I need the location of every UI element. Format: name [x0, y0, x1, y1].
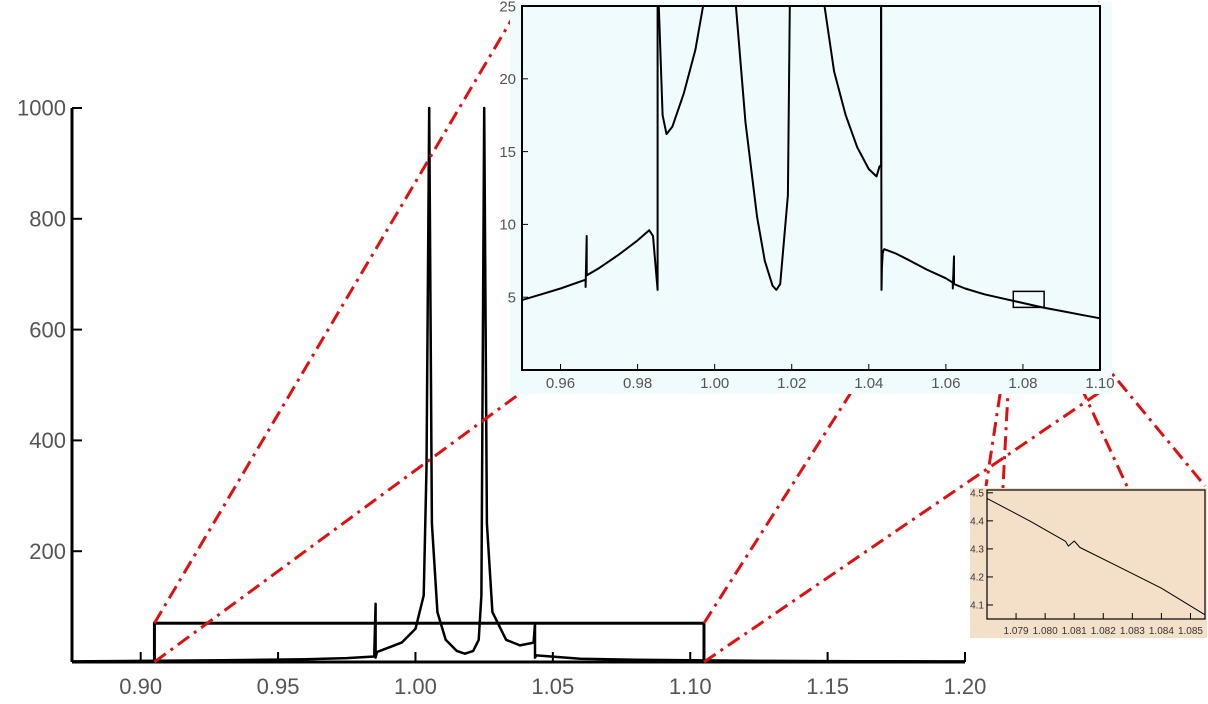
x-tick-label: 0.95	[257, 674, 300, 699]
x-tick-label: 1.15	[806, 674, 849, 699]
x-tick-label: 1.10	[1085, 375, 1114, 392]
x-tick-label: 1.02	[777, 375, 806, 392]
x-tick-label: 1.081	[1062, 626, 1087, 637]
x-tick-label: 1.083	[1120, 626, 1145, 637]
y-tick-label: 4.3	[970, 544, 984, 555]
y-tick-label: 5	[508, 289, 516, 306]
inset-2-axes	[986, 489, 1206, 620]
x-tick-label: 1.06	[931, 375, 960, 392]
x-tick-label: 1.00	[394, 674, 437, 699]
y-tick-label: 25	[499, 0, 516, 15]
y-tick-label: 1000	[17, 96, 66, 121]
x-tick-label: 1.080	[1033, 626, 1058, 637]
inset-1-chart: 0.96 0.98 1.00 1.02 1.04 1.06 1.08 1.10 5 10 15 20 2…	[499, 0, 1115, 394]
zoom-connector-line	[153, 390, 523, 664]
inset-2-series	[986, 497, 1206, 616]
x-tick-label: 1.082	[1091, 626, 1116, 637]
y-tick-label: 600	[29, 317, 66, 342]
y-tick-label: 4.2	[970, 572, 984, 583]
y-tick-label: 400	[29, 428, 66, 453]
inset-1-background	[510, 2, 1112, 394]
x-tick-label: 1.085	[1178, 626, 1203, 637]
y-tick-label: 4.4	[970, 516, 984, 527]
zoom-connector-line	[153, 1, 524, 624]
y-tick-label: 4.1	[970, 600, 984, 611]
inset-1-ticks: 0.96 0.98 1.00 1.02 1.04 1.06 1.08 1.10 5 10 15 20 2…	[499, 0, 1114, 392]
main-ticks: 0.90 0.95 1.00 1.05 1.10 1.15 1.20 200 400 600 800…	[17, 96, 986, 699]
x-tick-label: 1.00	[700, 375, 729, 392]
inset-1-series	[521, 5, 1101, 320]
y-tick-label: 800	[29, 207, 66, 232]
x-tick-label: 1.08	[1008, 375, 1037, 392]
inset-1-axes	[521, 5, 1101, 371]
y-tick-label: 4.5	[970, 488, 984, 499]
series-line-4	[880, 5, 1101, 320]
x-tick-label: 1.20	[944, 674, 987, 699]
x-tick-label: 0.96	[546, 375, 575, 392]
series-line-0	[521, 5, 659, 302]
y-tick-label: 200	[29, 539, 66, 564]
y-tick-label: 20	[499, 71, 516, 88]
plot-frame	[521, 5, 1101, 371]
inset-2-background	[970, 488, 1207, 638]
y-tick-label: 15	[499, 144, 516, 161]
main-zoom-box	[152, 621, 706, 664]
x-tick-label: 1.04	[854, 375, 883, 392]
inset-2-ticks: 1.079 1.080 1.081 1.082 1.083 1.084 1.085 4.1 4.…	[970, 488, 1203, 637]
x-tick-label: 1.05	[531, 674, 574, 699]
series-line-0	[71, 106, 966, 663]
series-line-1	[657, 5, 705, 136]
x-tick-label: 1.084	[1149, 626, 1174, 637]
x-tick-label: 1.10	[669, 674, 712, 699]
x-tick-label: 0.98	[623, 375, 652, 392]
inset-2-chart: 1.079 1.080 1.081 1.082 1.083 1.084 1.085 4.1 4.…	[970, 488, 1207, 638]
y-tick-label: 10	[499, 217, 516, 234]
zoom-connector-line	[703, 390, 1101, 664]
x-tick-label: 0.90	[119, 674, 162, 699]
main-series	[71, 106, 966, 663]
series-line-0	[986, 497, 1206, 616]
inset-1-zoom-box	[1012, 290, 1045, 309]
x-tick-label: 1.079	[1004, 626, 1029, 637]
plot-frame	[986, 489, 1206, 620]
series-line-2	[734, 5, 791, 291]
main-chart: 0.90 0.95 1.00 1.05 1.10 1.15 1.20 200 400 600 800…	[17, 96, 986, 699]
